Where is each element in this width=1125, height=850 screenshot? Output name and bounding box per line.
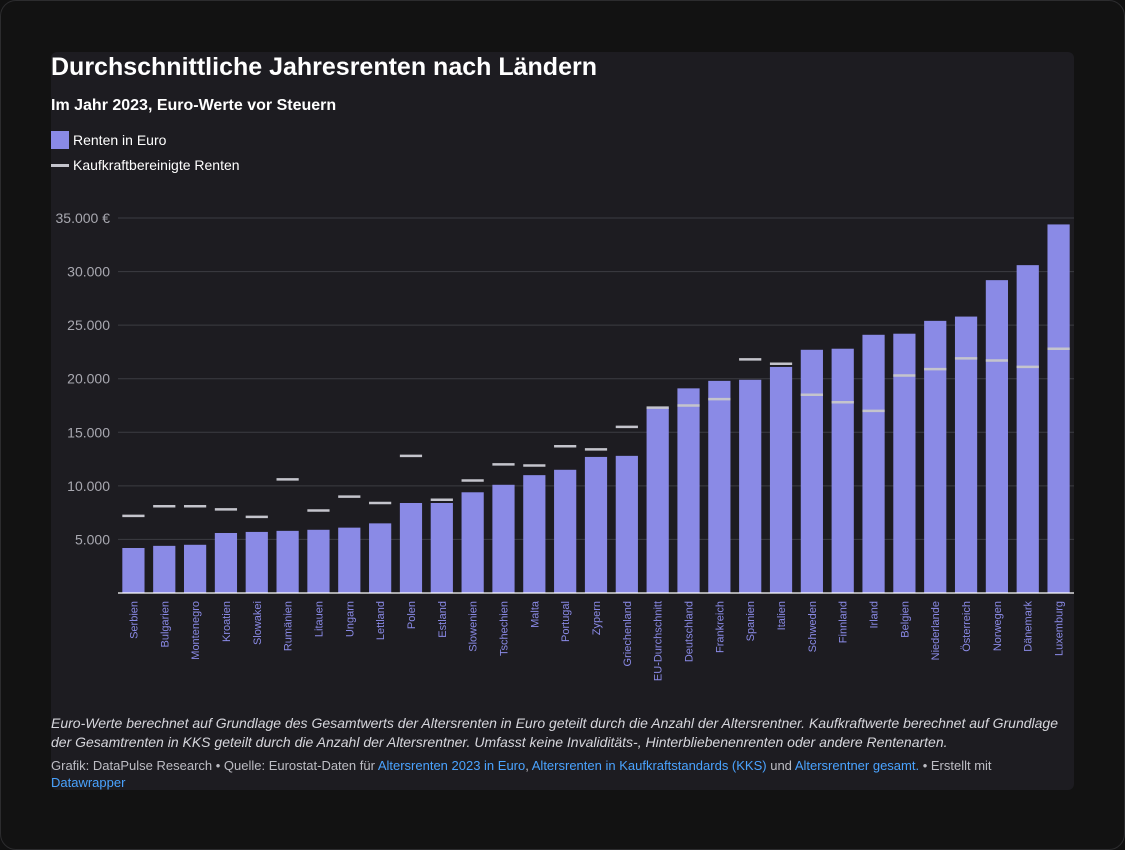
- bar: [430, 503, 453, 593]
- x-tick-label: Polen: [406, 601, 418, 629]
- x-tick-label: Deutschland: [684, 601, 696, 662]
- bar: [924, 320, 947, 593]
- bar: [739, 379, 762, 593]
- x-tick-label: Schweden: [807, 601, 819, 652]
- bar: [183, 544, 207, 593]
- bar: [245, 531, 268, 593]
- bar: [708, 380, 731, 593]
- bar: [369, 523, 392, 593]
- x-tick-label: Slowakei: [252, 601, 264, 645]
- legend-label-euro: Renten in Euro: [73, 132, 167, 148]
- x-tick-label: Ungarn: [344, 601, 356, 637]
- bar: [338, 527, 361, 593]
- x-tick-label: Niederlande: [930, 601, 942, 660]
- x-tick-label: Kroatien: [221, 601, 233, 642]
- bar: [1047, 224, 1070, 593]
- x-tick-label: Portugal: [560, 601, 572, 642]
- x-tick-label: Litauen: [313, 601, 325, 637]
- bar: [523, 475, 546, 593]
- x-tick-label: Serbien: [128, 601, 140, 639]
- x-tick-label: Luxemburg: [1054, 601, 1066, 656]
- x-tick-label: Estland: [437, 601, 449, 638]
- x-tick-label: Slowenien: [468, 601, 480, 652]
- y-tick-label: 15.000: [67, 424, 110, 440]
- credits-prefix: Grafik: DataPulse Research • Quelle: Eur…: [51, 758, 378, 773]
- bar: [800, 349, 823, 593]
- source-link-euro[interactable]: Altersrenten 2023 in Euro: [377, 758, 526, 773]
- bar: [122, 548, 145, 593]
- source-link-pensioners[interactable]: Altersrentner gesamt.: [794, 758, 920, 773]
- x-tick-label: Finnland: [838, 601, 850, 643]
- x-tick-label: Montenegro: [190, 601, 202, 660]
- bar: [862, 334, 885, 593]
- credits-separator-1: ,: [525, 758, 532, 773]
- chart-subtitle: Im Jahr 2023, Euro-Werte vor Steuern: [51, 97, 337, 114]
- x-tick-label: Spanien: [745, 601, 757, 641]
- x-tick-label: Italien: [776, 601, 788, 630]
- y-tick-label: 30.000: [67, 264, 110, 280]
- bar: [276, 530, 299, 593]
- bar: [1016, 265, 1039, 593]
- y-tick-label: 20.000: [67, 371, 110, 387]
- x-tick-label: Griechenland: [622, 601, 634, 666]
- bar: [677, 388, 700, 593]
- bar: [646, 407, 669, 593]
- x-tick-label: Irland: [869, 601, 881, 629]
- bar: [554, 469, 577, 593]
- x-tick-label: Norwegen: [992, 601, 1004, 651]
- bar: [307, 529, 330, 593]
- bar: [399, 503, 423, 593]
- x-tick-label: Lettland: [375, 601, 387, 640]
- legend-marker-kks: [51, 163, 69, 167]
- bar: [831, 348, 854, 593]
- chart-notes: Euro-Werte berechnet auf Grundlage des G…: [51, 715, 1058, 750]
- legend-label-kks: Kaufkraftbereinigte Renten: [73, 157, 240, 173]
- y-tick-label: 35.000 €: [56, 210, 111, 226]
- chart-credits: Grafik: DataPulse Research • Quelle: Eur…: [51, 757, 1066, 791]
- datawrapper-link[interactable]: Datawrapper: [51, 775, 126, 790]
- bar: [769, 366, 793, 593]
- x-tick-label: Malta: [529, 600, 541, 628]
- bar: [615, 455, 638, 593]
- x-tick-label: Zypern: [591, 601, 603, 635]
- x-tick-label: Dänemark: [1023, 601, 1035, 652]
- bar: [985, 280, 1009, 593]
- y-tick-label: 5.000: [75, 531, 110, 547]
- x-tick-label: Österreich: [961, 601, 973, 652]
- bar: [584, 456, 608, 593]
- x-tick-label: Tschechien: [498, 601, 510, 656]
- y-tick-label: 10.000: [67, 478, 110, 494]
- legend-item-euro: Renten in Euro: [51, 131, 166, 149]
- x-tick-label: Rumänien: [283, 601, 295, 651]
- x-tick-label: EU-Durchschnitt: [653, 601, 665, 681]
- bar: [214, 533, 238, 593]
- bar: [461, 492, 484, 593]
- y-tick-label: 25.000: [67, 317, 110, 333]
- x-tick-label: Belgien: [899, 601, 911, 638]
- source-link-kks[interactable]: Altersrenten in Kaufkraftstandards (KKS): [531, 758, 767, 773]
- legend-item-kks: Kaufkraftbereinigte Renten: [51, 157, 240, 173]
- bar: [492, 484, 515, 593]
- legend-swatch-euro: [51, 131, 69, 149]
- bar: [153, 545, 176, 593]
- chart-title: Durchschnittliche Jahresrenten nach Länd…: [51, 53, 597, 81]
- x-tick-label: Frankreich: [714, 601, 726, 653]
- x-tick-label: Bulgarien: [159, 601, 171, 647]
- credits-separator-2: und: [766, 758, 795, 773]
- bar: [893, 333, 916, 593]
- credits-suffix: • Erstellt mit: [919, 758, 992, 773]
- bar: [954, 316, 978, 593]
